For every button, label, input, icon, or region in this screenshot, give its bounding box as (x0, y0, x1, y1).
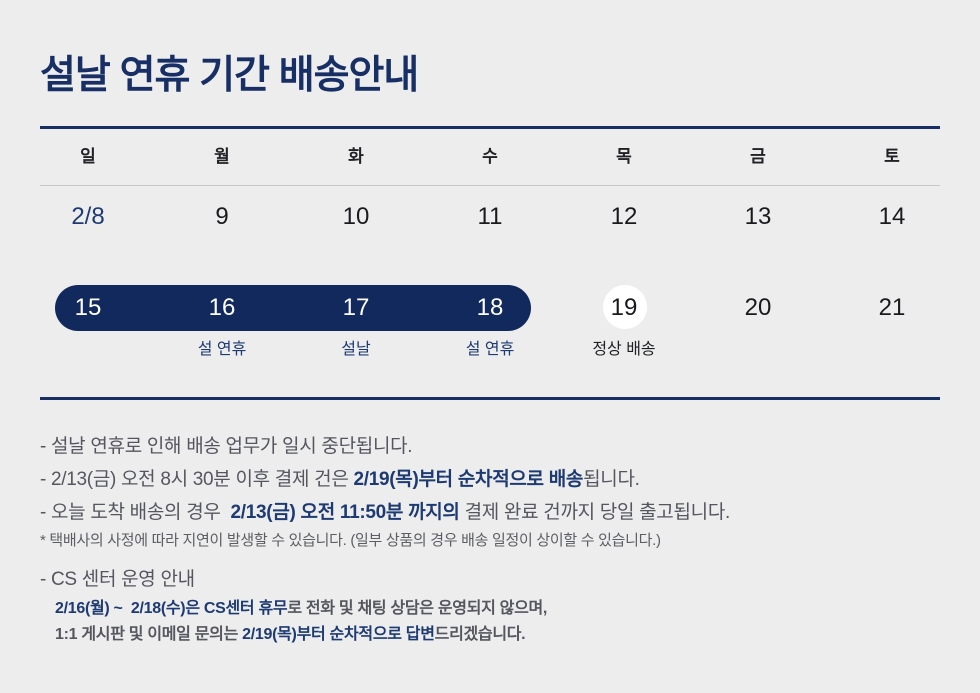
normal-delivery-label: 정상 배송 (592, 341, 656, 358)
weekday-tue: 화 (348, 147, 364, 166)
date-cell-12: 12 (610, 203, 638, 230)
calendar-label-row: 설 연휴 설날 설 연휴 정상 배송 (21, 339, 959, 361)
label-empty (825, 339, 959, 361)
date-cell-18: 18 (476, 294, 504, 321)
holiday-label-16: 설 연휴 (197, 341, 247, 358)
date-cell-17: 17 (342, 294, 370, 321)
note-highlight: 2/19(목)부터 순차적으로 배송 (353, 469, 584, 490)
note-text: - 오늘 도착 배송의 경우 (40, 502, 231, 523)
cs-center-closure-line: 2/16(월) ~ 2/18(수)은 CS센터 휴무로 전화 및 채팅 상담은 … (55, 594, 547, 618)
label-empty (691, 339, 825, 361)
divider-header (40, 185, 940, 186)
note-text: - 2/13(금) 오전 8시 30분 이후 결제 건은 (40, 469, 354, 490)
date-cell-10: 10 (342, 203, 370, 230)
cs-center-reply-line: 1:1 게시판 및 이메일 문의는 2/19(목)부터 순차적으로 답변드리겠습… (55, 620, 526, 644)
date-cell-16: 16 (208, 294, 236, 321)
cs-center-title: - CS 센터 운영 안내 (40, 569, 195, 590)
holiday-label-17: 설날 (341, 341, 371, 358)
date-cell-19: 19 (610, 294, 638, 321)
cs-highlight: 2/19(목)부터 순차적으로 답변 (242, 626, 435, 643)
cs-text: 로 전화 및 채팅 상담은 운영되지 않으며, (287, 600, 548, 617)
note-text: 됩니다. (583, 469, 640, 490)
note-holiday-suspension: - 설날 연휴로 인해 배송 업무가 일시 중단됩니다. (40, 436, 413, 457)
weekday-header-row: 일 월 화 수 목 금 토 (21, 139, 959, 175)
date-cell-2-8: 2/8 (71, 203, 105, 230)
date-cell-14: 14 (878, 203, 906, 230)
divider-bottom (40, 397, 940, 400)
weekday-sat: 토 (884, 147, 900, 166)
weekday-sun: 일 (80, 147, 96, 166)
calendar-week2-row: 15 16 17 18 19 20 21 (21, 285, 959, 331)
divider-top (40, 126, 940, 129)
date-cell-13: 13 (744, 203, 772, 230)
note-text: 결제 완료 건까지 당일 출고됩니다. (459, 502, 731, 523)
normal-delivery-circle (603, 285, 647, 329)
date-cell-21: 21 (878, 294, 906, 321)
label-empty (21, 339, 155, 361)
date-cell-9: 9 (215, 203, 229, 230)
weekday-wed: 수 (482, 147, 498, 166)
date-cell-20: 20 (744, 294, 772, 321)
note-same-day-delivery: - 오늘 도착 배송의 경우 2/13(금) 오전 11:50분 까지의 결제 … (40, 497, 730, 524)
weekday-fri: 금 (750, 147, 766, 166)
cs-text: 드리겠습니다. (434, 626, 526, 643)
page-title: 설날 연휴 기간 배송안내 (40, 54, 419, 97)
cs-text: 1:1 게시판 및 이메일 문의는 (55, 626, 243, 643)
note-carrier-delay: * 택배사의 사정에 따라 지연이 발생할 수 있습니다. (일부 상품의 경우… (40, 532, 661, 549)
date-cell-11: 11 (477, 203, 503, 230)
calendar-week1-row: 2/8 9 10 11 12 13 14 (21, 199, 959, 235)
weekday-mon: 월 (214, 147, 230, 166)
date-cell-15: 15 (74, 294, 102, 321)
holiday-highlight-pill (55, 285, 531, 331)
note-highlight: 2/13(금) 오전 11:50분 까지의 (230, 502, 460, 523)
holiday-label-18: 설 연휴 (465, 341, 515, 358)
cs-highlight: 2/16(월) ~ 2/18(수)은 CS센터 휴무 (55, 600, 288, 617)
weekday-thu: 목 (616, 147, 632, 166)
note-payment-cutoff: - 2/13(금) 오전 8시 30분 이후 결제 건은 2/19(목)부터 순… (40, 464, 640, 491)
